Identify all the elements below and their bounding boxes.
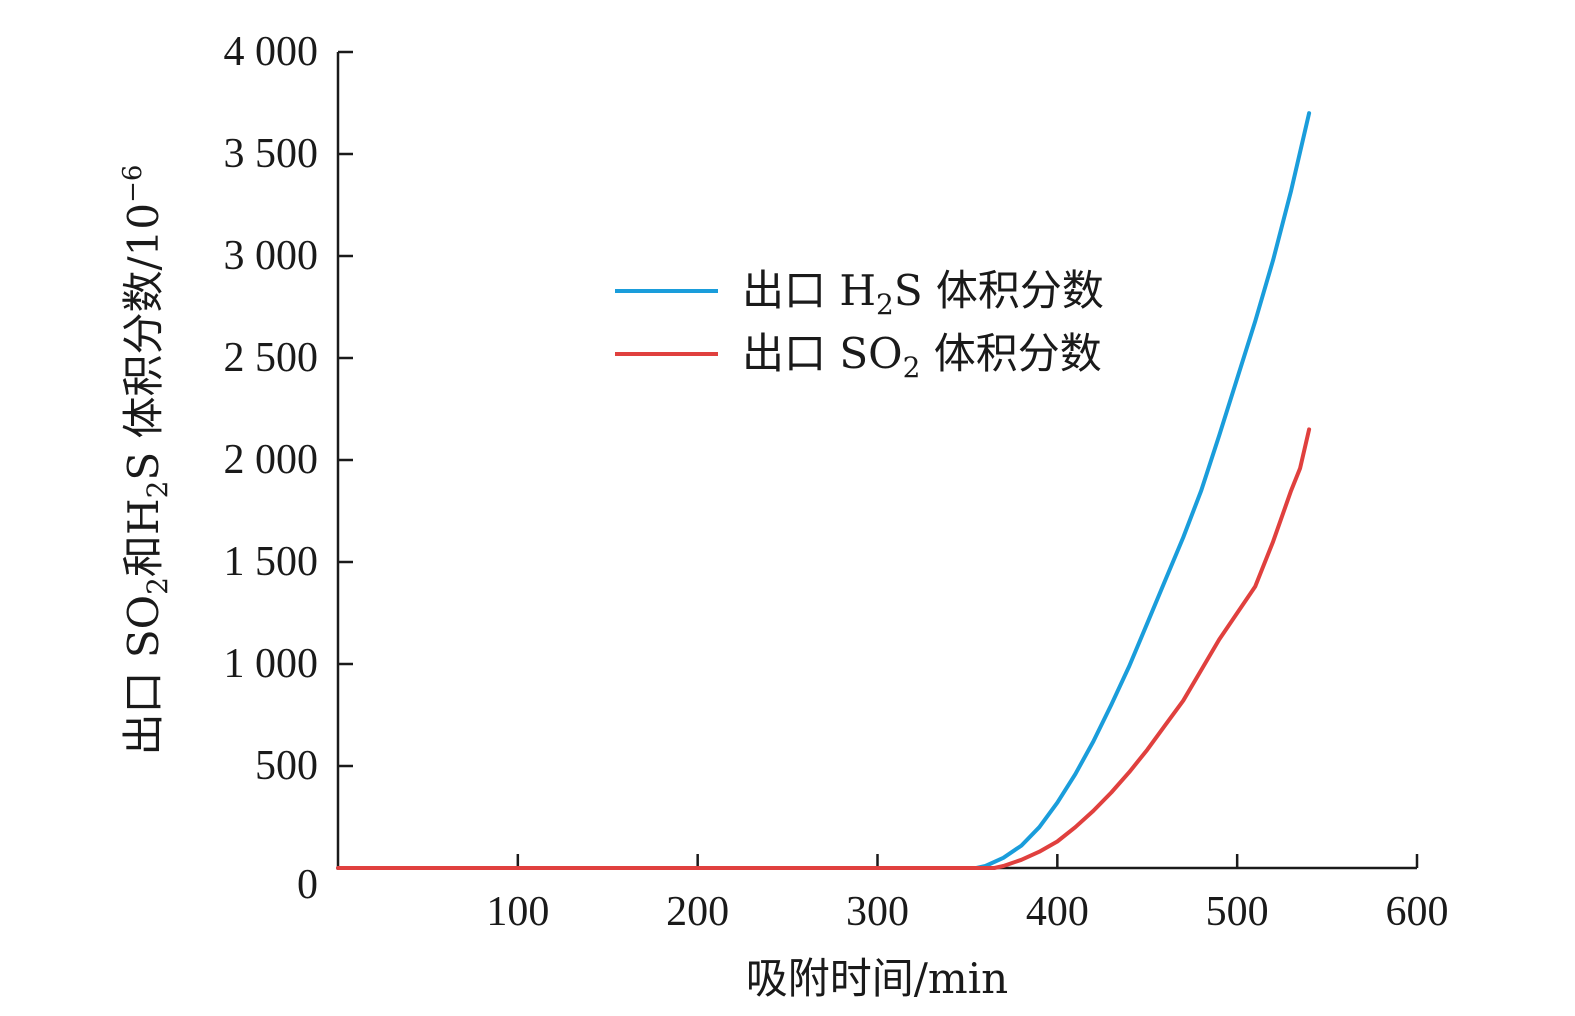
y-ticks: 0 500 1 000 1 500 2 000 2 500 3 000 3 500 4 000 [224,29,353,908]
y-axis-title-prefix: 出口 SO [119,595,168,756]
y-tick-label: 500 [255,743,318,789]
x-tick-label: 500 [1206,889,1269,935]
legend-item-h2s: 出口 H2S 体积分数 [615,266,1104,321]
x-tick-label: 100 [486,889,549,935]
y-axis-title-sub1: 2 [141,577,174,595]
legend-label-so2-suffix: 体积分数 [920,329,1101,378]
x-tick-label: 400 [1026,889,1089,935]
legend-label-h2s-prefix: 出口 H [742,266,876,315]
y-axis-title-sub2: 2 [141,481,174,499]
legend-label-so2-sub: 2 [903,351,921,384]
y-tick-label: 2 000 [224,437,319,483]
y-tick-label: 3 000 [224,233,319,279]
x-tick-label: 300 [846,889,909,935]
y-tick-label: 1 000 [224,641,319,687]
legend-label-h2s-sub: 2 [876,288,894,321]
y-axis-title-mid: 和H [119,498,168,577]
legend: 出口 H2S 体积分数 出口 SO2 体积分数 [615,266,1104,384]
series-line-so2 [336,427,1312,870]
legend-label-h2s-suffix: S 体积分数 [894,266,1104,315]
y-axis-title-suffix: S 体积分数/10 [119,203,168,481]
y-axis-title-sup: −6 [118,165,148,203]
y-tick-label: 1 500 [224,539,319,585]
legend-item-so2: 出口 SO2 体积分数 [615,329,1102,384]
x-axis-title: 吸附时间/min [746,954,1008,1003]
y-tick-label: 2 500 [224,335,319,381]
x-ticks: 100 200 300 400 500 600 [486,854,1449,935]
y-tick-label: 4 000 [224,29,319,75]
series-lines [336,111,1312,870]
x-tick-label: 600 [1386,889,1449,935]
x-tick-label: 200 [666,889,729,935]
legend-label-so2: 出口 SO2 体积分数 [742,329,1102,384]
y-tick-label: 3 500 [224,131,319,177]
legend-label-so2-prefix: 出口 SO [742,329,903,378]
legend-label-h2s: 出口 H2S 体积分数 [742,266,1104,321]
y-axis-title: 出口 SO2和H2S 体积分数/10−6 [118,165,174,756]
y-tick-label: 0 [297,862,318,908]
series-line-h2s [336,111,1312,870]
